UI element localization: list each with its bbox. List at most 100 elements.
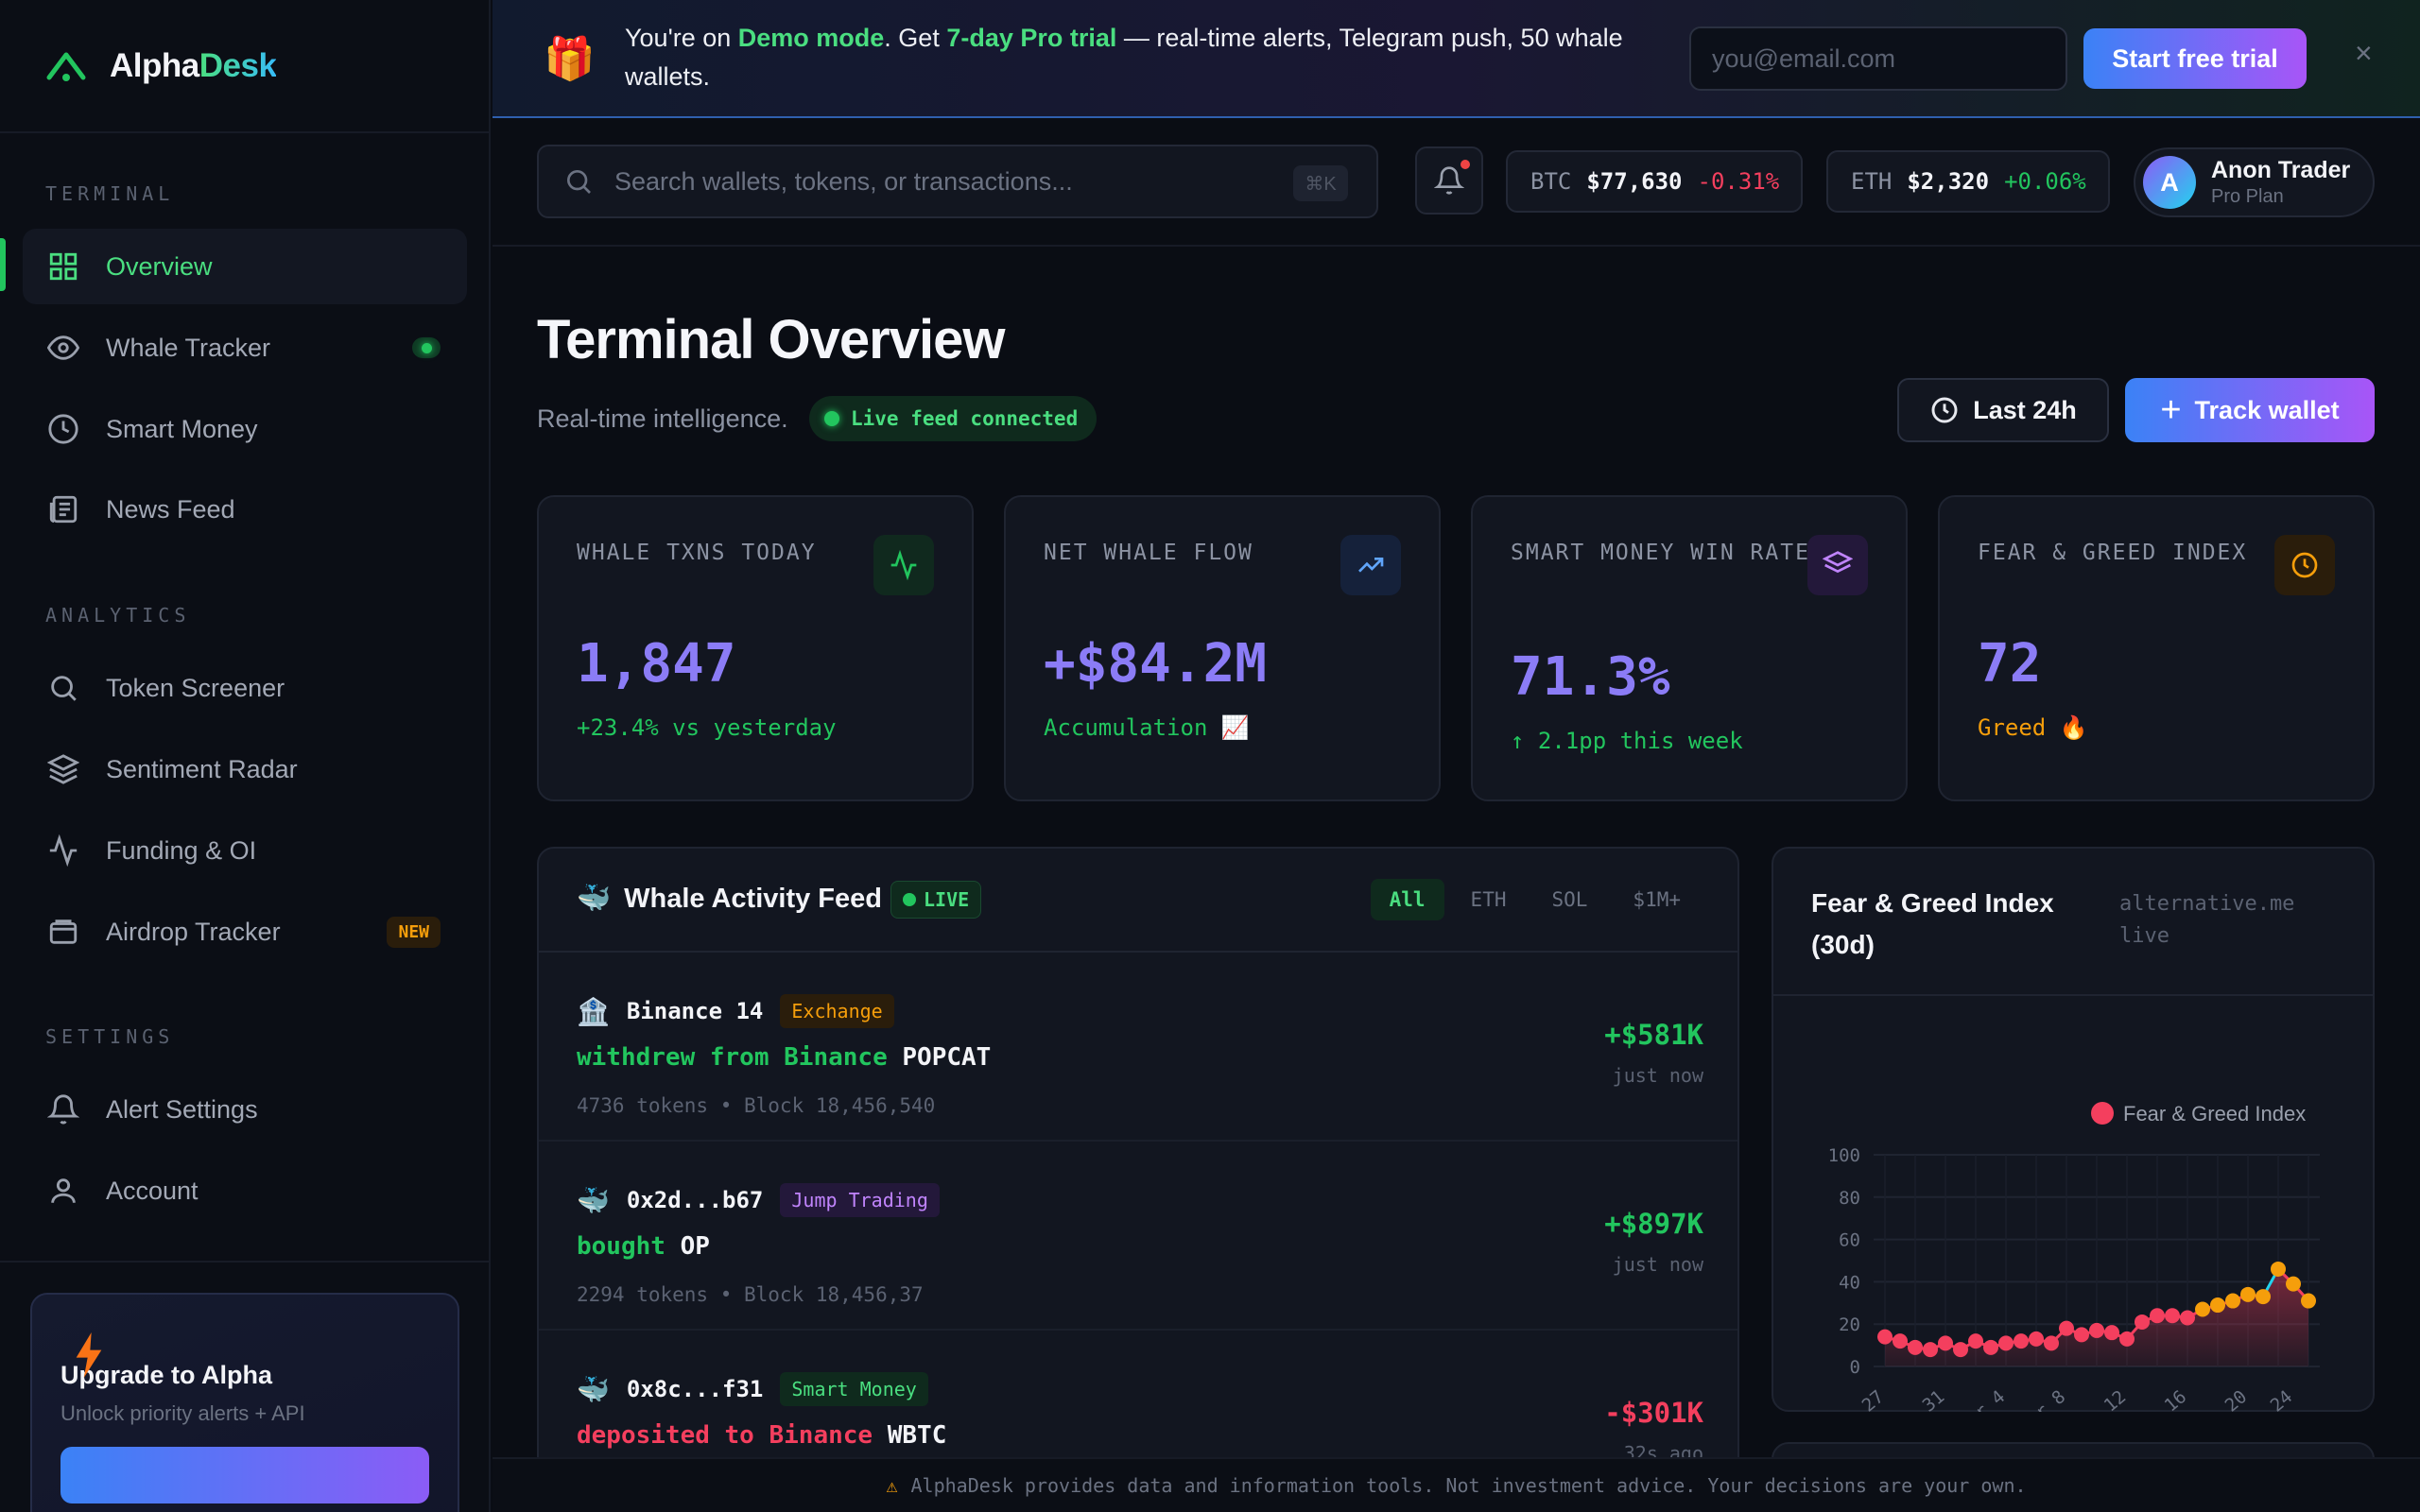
- chart-header: Fear & Greed Index (30d) alternative.me …: [1773, 849, 2373, 996]
- time-range-button[interactable]: Last 24h: [1897, 378, 2109, 442]
- stat-card-net-flow[interactable]: NET WHALE FLOW +$84.2M Accumulation 📈: [1004, 495, 1441, 801]
- sidebar-item-label: Smart Money: [106, 414, 258, 443]
- search-icon: [45, 670, 81, 706]
- upgrade-card[interactable]: Upgrade to Alpha Unlock priority alerts …: [30, 1293, 459, 1512]
- page-title: Terminal Overview: [537, 309, 1005, 370]
- shortcut-hint: ⌘K: [1293, 165, 1348, 201]
- data-point: [1908, 1339, 1923, 1355]
- sidebar-item-funding-oi[interactable]: Funding & OI: [23, 813, 467, 888]
- table-row[interactable]: 🐳 0x8c...f31 Smart Money deposited to Bi…: [539, 1331, 1737, 1512]
- data-point: [1968, 1333, 1983, 1349]
- stat-value: +$84.2M: [1044, 633, 1268, 695]
- y-tick-label: 0: [1850, 1357, 1860, 1378]
- active-indicator: [0, 238, 6, 291]
- sidebar-item-alert-settings[interactable]: Alert Settings: [23, 1072, 467, 1147]
- brand[interactable]: AlphaDesk: [0, 0, 489, 133]
- close-icon[interactable]: ×: [2355, 36, 2373, 70]
- feed-title: 🐳 Whale Activity Feed: [577, 883, 882, 915]
- upgrade-button[interactable]: [60, 1447, 429, 1503]
- filter-1m[interactable]: $1M+: [1633, 888, 1681, 911]
- legend-label: Fear & Greed Index: [2123, 1102, 2306, 1125]
- chart-title: Fear & Greed Index (30d): [1811, 888, 2054, 959]
- new-badge: NEW: [387, 916, 441, 948]
- search-input[interactable]: [614, 166, 1276, 197]
- x-tick-label: Apr 16: [2127, 1386, 2190, 1412]
- clock-icon: [45, 411, 81, 447]
- data-point: [1998, 1335, 2014, 1351]
- btc-ticker[interactable]: BTC $77,630 -0.31%: [1506, 150, 1803, 213]
- tx-action: bought OP: [577, 1232, 710, 1261]
- data-point: [2074, 1327, 2089, 1343]
- stat-card-fear-greed[interactable]: FEAR & GREED INDEX 72 Greed 🔥: [1938, 495, 2375, 801]
- x-tick-label: Apr 8: [2014, 1386, 2069, 1412]
- sidebar-item-label: Account: [106, 1176, 199, 1205]
- x-tick-label: Mar 27: [1824, 1386, 1888, 1412]
- email-field[interactable]: [1689, 26, 2067, 91]
- notifications-button[interactable]: [1415, 146, 1483, 215]
- table-row[interactable]: 🏦 Binance 14 Exchange withdrew from Bina…: [539, 953, 1737, 1142]
- sidebar-item-airdrop-tracker[interactable]: Airdrop Tracker NEW: [23, 894, 467, 970]
- filter-sol[interactable]: SOL: [1551, 888, 1588, 911]
- avatar: A: [2143, 156, 2196, 209]
- search-box[interactable]: ⌘K: [537, 145, 1378, 218]
- clock-icon: [1931, 397, 1958, 423]
- ticker-price: $77,630: [1586, 168, 1683, 195]
- sidebar-item-label: Token Screener: [106, 673, 285, 702]
- activity-icon: [873, 535, 934, 595]
- y-tick-label: 60: [1839, 1230, 1860, 1251]
- tx-meta: 2294 tokens • Block 18,456,37: [577, 1283, 924, 1306]
- filter-all[interactable]: All: [1370, 879, 1444, 920]
- wallet-name[interactable]: 0x8c...f31: [626, 1376, 764, 1402]
- sidebar-item-overview[interactable]: Overview: [23, 229, 467, 304]
- data-point: [2180, 1310, 2195, 1326]
- user-icon: [45, 1173, 81, 1209]
- ticker-price: $2,320: [1907, 168, 1990, 195]
- data-point: [2225, 1293, 2240, 1309]
- search-icon: [567, 170, 591, 194]
- filter-eth[interactable]: ETH: [1470, 888, 1507, 911]
- stat-label: SMART MONEY WIN RATE: [1511, 541, 1810, 565]
- stat-note: Greed 🔥: [1978, 714, 2088, 741]
- ticker-change: -0.31%: [1697, 168, 1780, 195]
- data-point: [1893, 1333, 1908, 1349]
- whale-activity-feed: 🐳 Whale Activity Feed LIVE All ETH SOL $1…: [537, 847, 1739, 1512]
- fear-greed-chart-card: Fear & Greed Index (30d) alternative.me …: [1772, 847, 2375, 1412]
- divider: [0, 1261, 491, 1263]
- gauge-icon: [2274, 535, 2335, 595]
- tx-time: just now: [1612, 1253, 1703, 1276]
- eth-ticker[interactable]: ETH $2,320 +0.06%: [1826, 150, 2110, 213]
- stat-card-win-rate[interactable]: SMART MONEY WIN RATE 71.3% ↑ 2.1pp this …: [1471, 495, 1908, 801]
- user-menu[interactable]: A Anon Trader Pro Plan: [2134, 147, 2375, 217]
- wallet-icon: [45, 914, 81, 950]
- whale-icon: 🐳: [577, 1374, 610, 1404]
- whale-icon: 🐳: [577, 1185, 610, 1215]
- data-point: [2256, 1289, 2271, 1305]
- disclaimer-footer: ⚠ AlphaDesk provides data and informatio…: [493, 1457, 2420, 1512]
- sidebar-item-sentiment-radar[interactable]: Sentiment Radar: [23, 731, 467, 807]
- sidebar-item-smart-money[interactable]: Smart Money: [23, 391, 467, 467]
- feed-header: 🐳 Whale Activity Feed LIVE All ETH SOL $1…: [539, 849, 1737, 953]
- notification-dot: [1461, 160, 1470, 169]
- table-row[interactable]: 🐳 0x2d...b67 Jump Trading bought OP 2294…: [539, 1142, 1737, 1331]
- data-point: [2301, 1293, 2316, 1309]
- tx-amount: -$301K: [1604, 1397, 1703, 1429]
- x-tick-label: Apr 12: [2066, 1386, 2130, 1412]
- trending-up-icon: [1340, 535, 1401, 595]
- stat-card-whale-txns[interactable]: WHALE TXNS TODAY 1,847 +23.4% vs yesterd…: [537, 495, 974, 801]
- data-point: [2029, 1331, 2044, 1347]
- start-trial-button[interactable]: Start free trial: [2083, 28, 2307, 89]
- data-point: [2286, 1276, 2301, 1292]
- wallet-name[interactable]: 0x2d...b67: [626, 1187, 764, 1213]
- wallet-name[interactable]: Binance 14: [626, 998, 764, 1024]
- grid-icon: [45, 249, 81, 284]
- warning-icon: ⚠: [886, 1474, 898, 1497]
- data-point: [2135, 1314, 2150, 1330]
- sidebar-item-token-screener[interactable]: Token Screener: [23, 650, 467, 726]
- sidebar-item-account[interactable]: Account: [23, 1153, 467, 1228]
- track-wallet-button[interactable]: + Track wallet: [2125, 378, 2375, 442]
- sidebar-item-label: Funding & OI: [106, 835, 257, 865]
- sidebar-item-news-feed[interactable]: News Feed: [23, 472, 467, 547]
- chart-source: alternative.me live: [2119, 892, 2295, 948]
- sidebar-item-whale-tracker[interactable]: Whale Tracker: [23, 310, 467, 386]
- section-analytics: ANALYTICS: [45, 604, 191, 627]
